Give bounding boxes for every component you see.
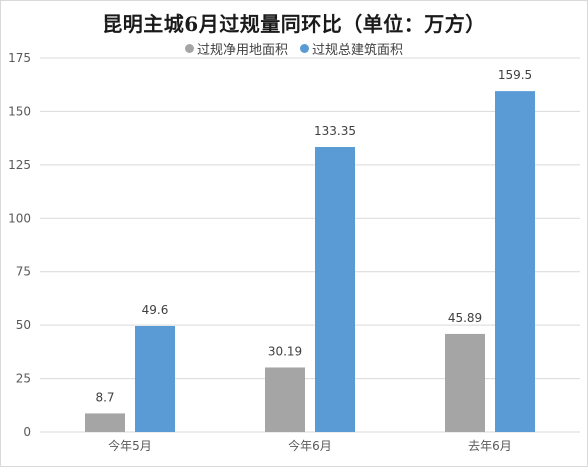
data-label: 45.89 xyxy=(448,311,482,325)
y-tick-label: 0 xyxy=(23,425,31,439)
y-tick-label: 125 xyxy=(8,158,31,172)
y-tick-label: 175 xyxy=(8,51,31,65)
chart-title: 昆明主城6月过规量同环比（单位：万方） xyxy=(102,12,486,36)
bar xyxy=(495,91,535,432)
chart-legend: 过规净用地面积 过规总建筑面积 xyxy=(0,40,588,58)
y-tick-label: 75 xyxy=(16,265,31,279)
data-label: 49.6 xyxy=(142,303,169,317)
bar xyxy=(265,367,305,432)
bar xyxy=(135,325,175,432)
legend-swatch-total-floor-area xyxy=(300,43,309,53)
data-label: 8.7 xyxy=(95,390,114,404)
data-label: 159.5 xyxy=(498,68,532,82)
x-tick-label: 今年5月 xyxy=(108,438,152,453)
y-tick-label: 50 xyxy=(16,318,31,332)
bar xyxy=(315,147,355,432)
y-tick-label: 25 xyxy=(16,372,31,386)
legend-swatch-net-land-area xyxy=(184,43,194,53)
data-label: 30.19 xyxy=(268,344,302,358)
data-label: 133.35 xyxy=(314,124,356,138)
bar xyxy=(445,333,485,432)
legend-label-total-floor-area: 过规总建筑面积 xyxy=(312,42,404,58)
x-tick-label: 今年6月 xyxy=(288,438,332,453)
legend-item-net-land-area: 过规净用地面积 xyxy=(184,40,288,58)
y-tick-label: 150 xyxy=(8,104,31,118)
x-tick-label: 去年6月 xyxy=(468,439,512,453)
bar xyxy=(85,413,125,432)
legend-label-net-land-area: 过规净用地面积 xyxy=(196,42,288,58)
legend-item-total-floor-area: 过规总建筑面积 xyxy=(300,40,404,58)
y-tick-label: 100 xyxy=(8,211,31,225)
